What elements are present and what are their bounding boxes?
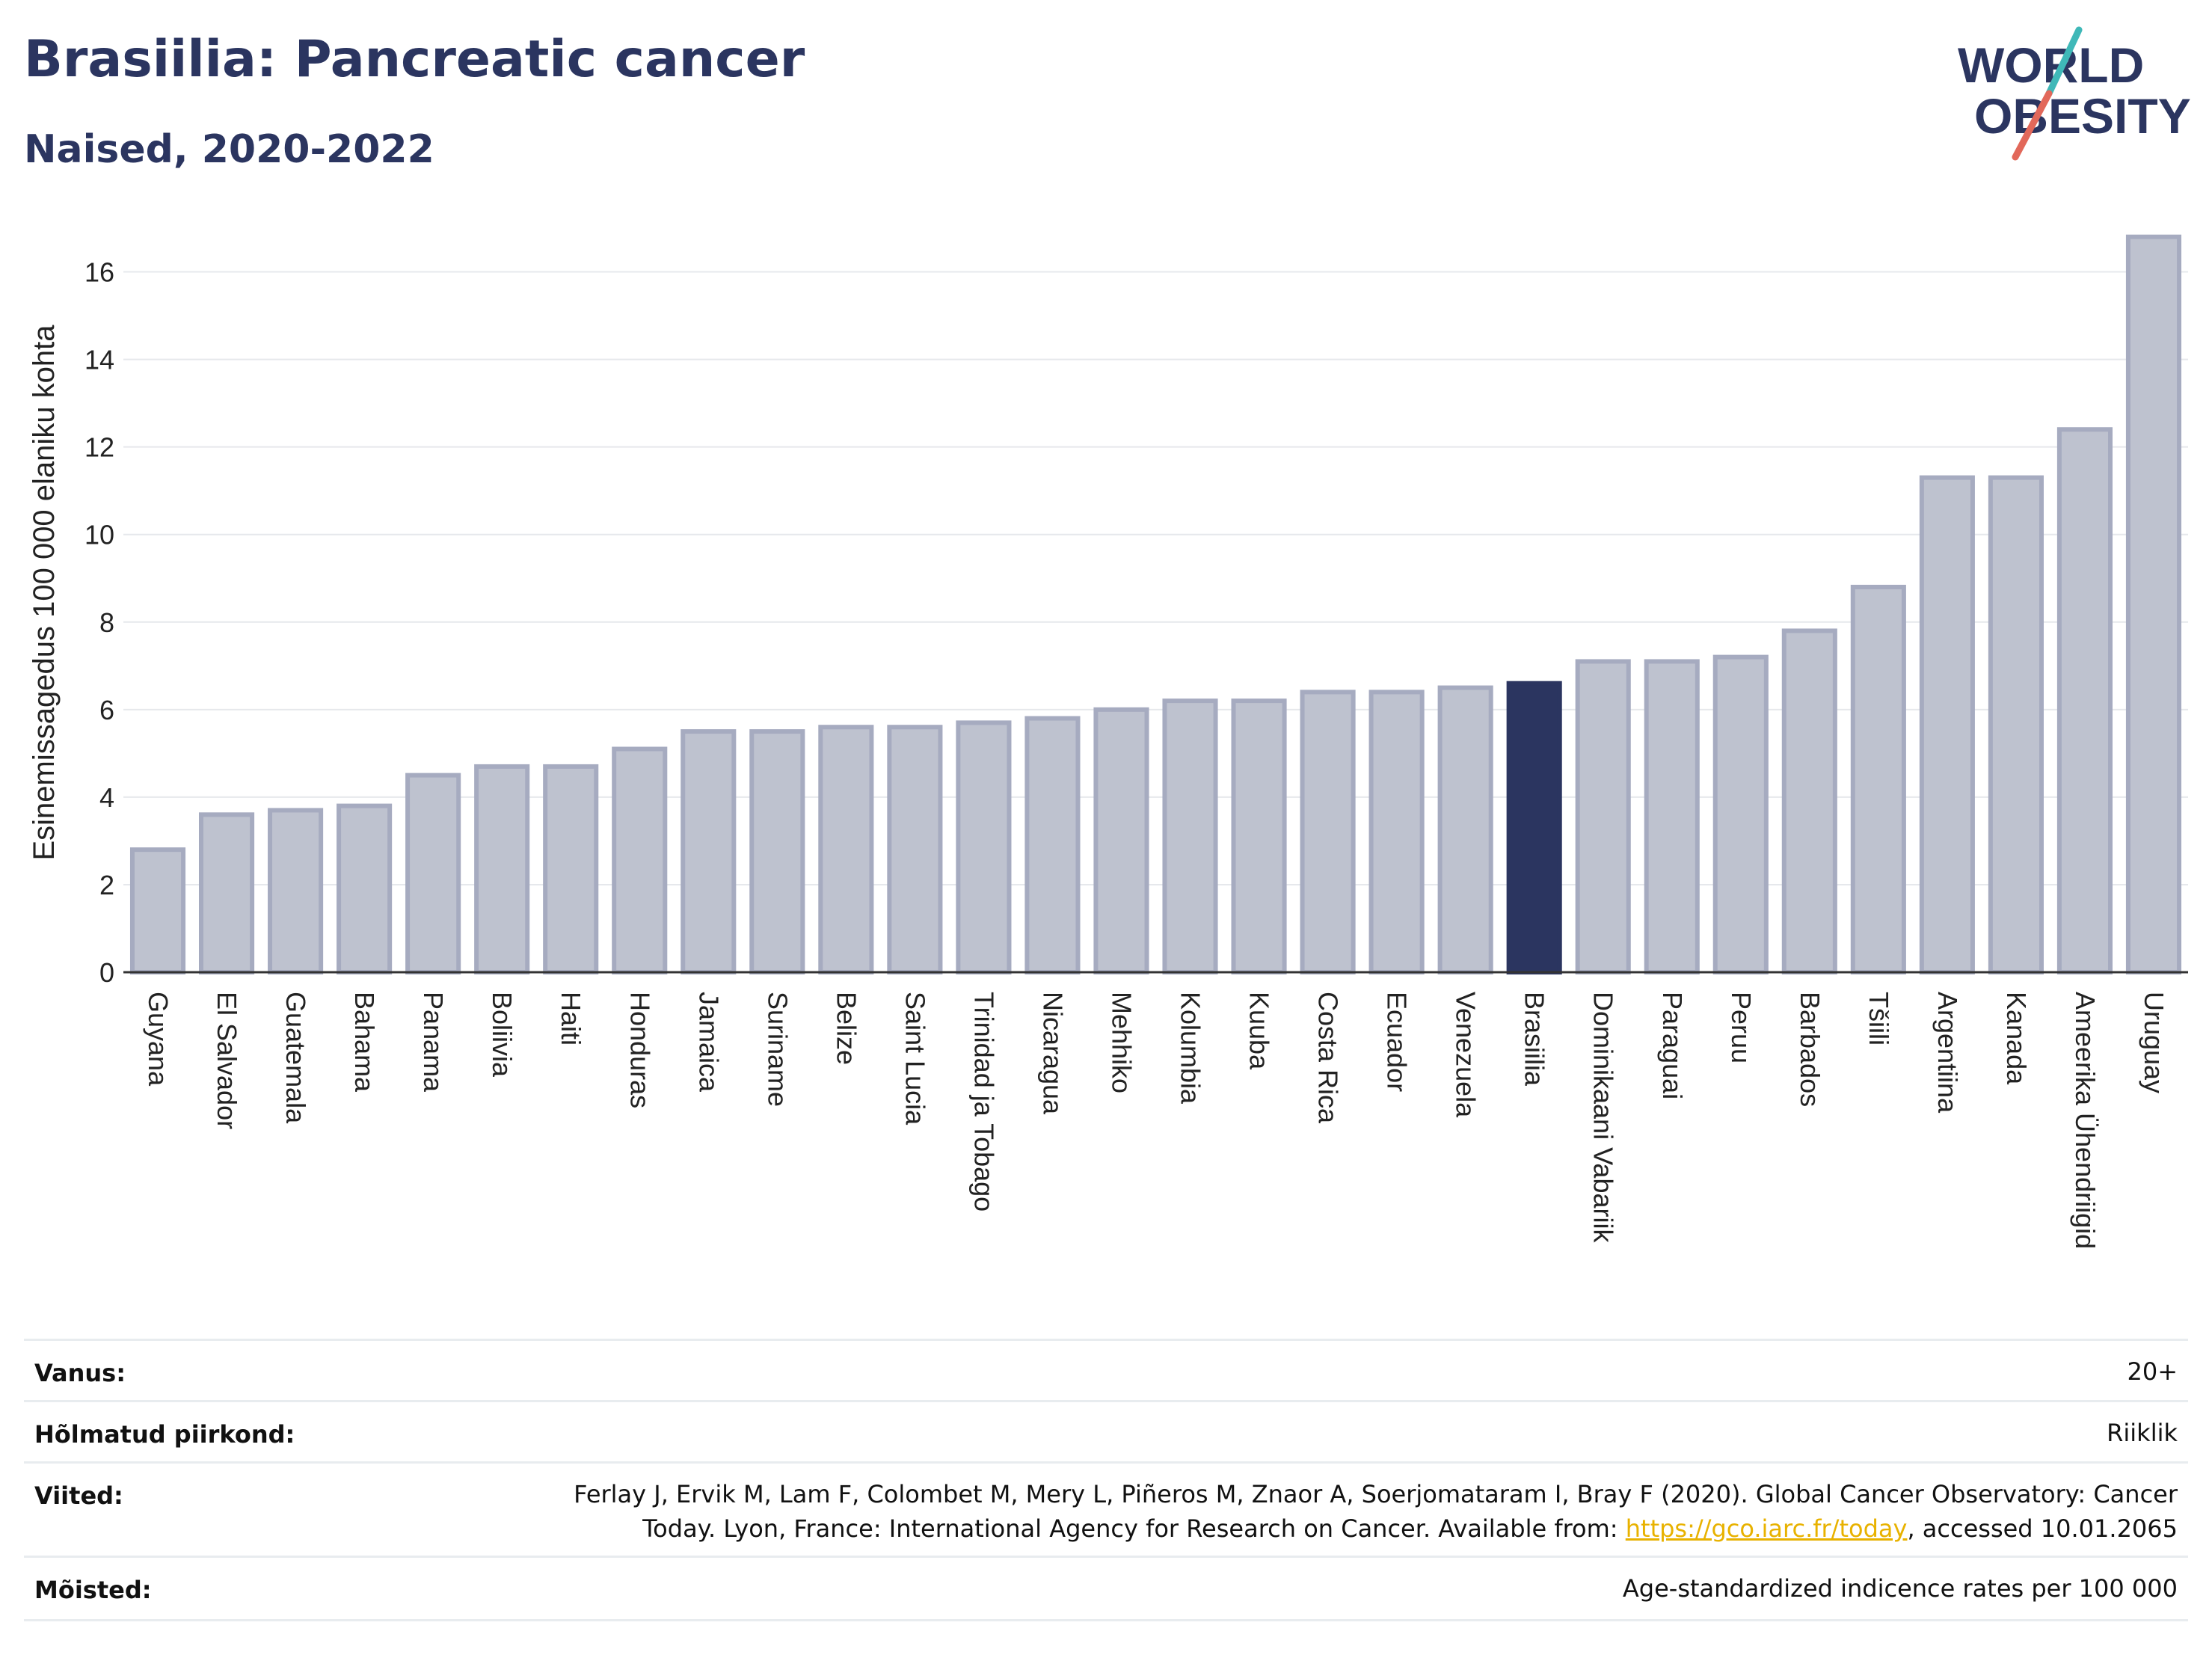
- bar-belize: [818, 725, 874, 974]
- bar-ameerika-ühendriigid: [2056, 427, 2113, 974]
- y-axis-label: Esinemissagedus 100 000 elaniku kohta: [28, 325, 61, 861]
- references-line-1: Ferlay J, Ervik M, Lam F, Colombet M, Me…: [574, 1480, 2178, 1508]
- x-tick-label: Kolumbia: [1176, 992, 1206, 1105]
- bar-suriname: [749, 729, 805, 975]
- info-row-age: Vanus: 20+: [24, 1339, 2188, 1402]
- x-tick-label: Argentiina: [1932, 992, 1963, 1114]
- x-tick-label: Trinidad ja Tobago: [968, 992, 999, 1212]
- y-tick-label: 2: [99, 870, 114, 900]
- x-tick-label: Barbados: [1795, 992, 1825, 1107]
- area-label: Hõlmatud piirkond:: [34, 1420, 295, 1449]
- x-tick-label: El Salvador: [212, 992, 242, 1129]
- x-tick-label: Paraguai: [1657, 992, 1688, 1099]
- x-tick-label: Kanada: [2001, 992, 2032, 1085]
- age-value: 20+: [2127, 1357, 2178, 1386]
- bar-tšiili: [1850, 584, 1906, 974]
- x-tick-label: Uruguay: [2139, 992, 2169, 1093]
- bar-saint-lucia: [887, 725, 943, 974]
- bar-haiti: [543, 764, 599, 974]
- references-line-2: Today. Lyon, France: International Agenc…: [642, 1514, 2178, 1543]
- bar-el-salvador: [198, 812, 255, 974]
- bar-chart: 0 2 4 6 8 10 12 14 16 Guyana El Salvador Guatemala…: [28, 234, 2188, 1249]
- definitions-label: Mõisted:: [34, 1576, 152, 1604]
- bar-barbados: [1781, 628, 1837, 974]
- x-tick-label: Guyana: [143, 992, 173, 1087]
- y-tick-label: 6: [99, 695, 114, 725]
- bar-honduras: [612, 746, 668, 974]
- references-text: Ferlay J, Ervik M, Lam F, Colombet M, Me…: [574, 1477, 2178, 1546]
- references-label: Viited:: [34, 1481, 123, 1510]
- y-tick-label: 12: [85, 432, 114, 463]
- y-tick-label: 0: [99, 957, 114, 988]
- x-tick-label: Nicaragua: [1037, 992, 1068, 1115]
- x-tick-label: Venezuela: [1451, 992, 1481, 1118]
- logo-slash-teal: [2045, 26, 2083, 97]
- age-label: Vanus:: [34, 1359, 126, 1387]
- reference-link[interactable]: https://gco.iarc.fr/today: [1625, 1514, 1908, 1543]
- definitions-value: Age-standardized indicence rates per 100…: [1622, 1574, 2178, 1603]
- y-tick-label: 10: [85, 520, 114, 550]
- bar-guyana: [129, 847, 186, 975]
- bar-ecuador: [1368, 690, 1425, 974]
- x-tick-label: Panama: [418, 992, 449, 1093]
- bar-boliivia: [474, 764, 530, 974]
- bar-trinidad-ja-tobago: [956, 720, 1012, 974]
- bar-venezuela: [1437, 685, 1493, 974]
- info-row-references: Viited: Ferlay J, Ervik M, Lam F, Colomb…: [24, 1461, 2188, 1558]
- x-tick-label: Costa Rica: [1313, 992, 1344, 1124]
- info-row-area: Hõlmatud piirkond: Riiklik: [24, 1400, 2188, 1464]
- x-tick-label: Tšiili: [1864, 992, 1894, 1045]
- bar-costa-rica: [1300, 690, 1356, 974]
- x-tick-label: Saint Lucia: [900, 992, 930, 1126]
- x-axis-labels: Guyana El Salvador Guatemala Bahama Panama Bo…: [143, 992, 2169, 1249]
- x-tick-label: Bahama: [349, 992, 380, 1093]
- y-axis-ticks: 0 2 4 6 8 10 12 14 16: [85, 257, 114, 988]
- bar-argentiina: [1919, 475, 1975, 974]
- bar-bahama: [337, 803, 393, 975]
- y-tick-label: 8: [99, 607, 114, 638]
- y-tick-label: 14: [85, 345, 114, 375]
- x-tick-label: Jamaica: [693, 992, 724, 1093]
- bar-dominikaani-vabariik: [1575, 659, 1631, 974]
- x-tick-label: Suriname: [762, 992, 793, 1107]
- chart-subtitle: Naised, 2020-2022: [24, 127, 434, 172]
- info-row-definitions: Mõisted: Age-standardized indicence rate…: [24, 1556, 2188, 1621]
- bar-kanada: [1988, 475, 2044, 974]
- x-tick-label: Honduras: [624, 992, 655, 1108]
- x-tick-label: Dominikaani Vabariik: [1588, 992, 1619, 1243]
- logo-text-obesity: OBESITY: [1974, 88, 2191, 144]
- bar-jamaica: [681, 729, 737, 975]
- x-tick-label: Ecuador: [1382, 992, 1413, 1092]
- bar-kuuba: [1231, 698, 1287, 975]
- bar-brasiilia: [1506, 681, 1562, 974]
- x-tick-label: Belize: [831, 992, 861, 1065]
- x-tick-label: Peruu: [1726, 992, 1757, 1063]
- bar-kolumbia: [1162, 698, 1218, 975]
- bars: [129, 234, 2182, 975]
- bar-nicaragua: [1024, 716, 1081, 974]
- y-tick-label: 16: [85, 257, 114, 288]
- x-tick-label: Kuuba: [1244, 992, 1275, 1070]
- x-tick-label: Haiti: [556, 992, 586, 1045]
- bar-uruguay: [2125, 234, 2182, 974]
- logo-slash-red: [2012, 90, 2053, 161]
- bar-paraguai: [1644, 659, 1700, 974]
- chart-title: Brasiilia: Pancreatic cancer: [24, 30, 805, 89]
- x-tick-label: Mehhiko: [1106, 992, 1137, 1093]
- bar-mehhiko: [1093, 707, 1149, 975]
- area-value: Riiklik: [2107, 1419, 2178, 1447]
- bar-peruu: [1712, 654, 1769, 975]
- world-obesity-logo: WORLD OBESITY: [1958, 26, 2191, 161]
- bar-guatemala: [268, 808, 324, 974]
- x-tick-label: Boliivia: [487, 992, 517, 1078]
- bar-panama: [405, 773, 461, 975]
- x-tick-label: Brasiilia: [1520, 992, 1550, 1087]
- x-tick-label: Guatemala: [280, 992, 311, 1124]
- y-tick-label: 4: [99, 782, 114, 813]
- x-tick-label: Ameerika Ühendriigid: [2070, 992, 2101, 1249]
